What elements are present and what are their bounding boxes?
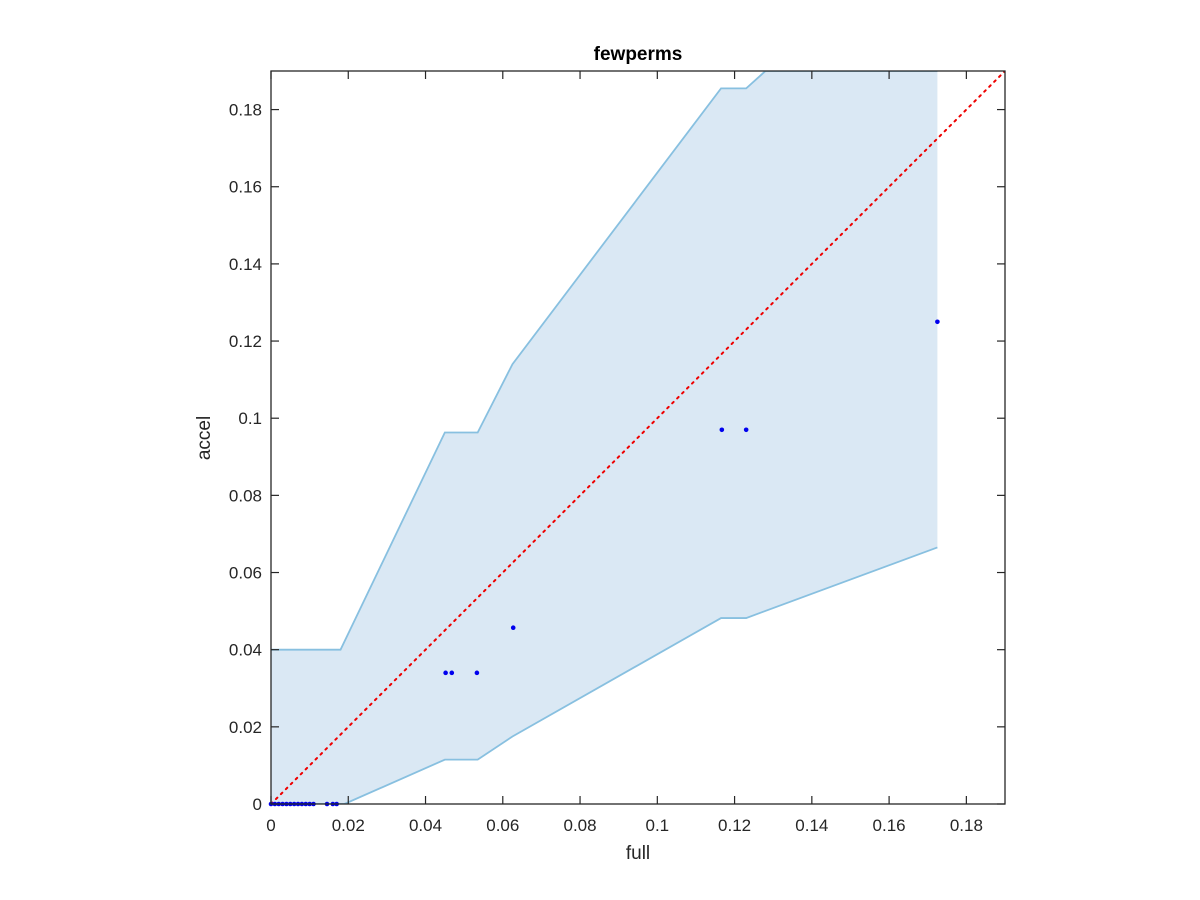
x-tick-label: 0.16	[873, 816, 906, 835]
data-point	[474, 670, 480, 676]
y-axis-label: accel	[194, 416, 215, 460]
plot-area	[268, 71, 1005, 807]
x-tick-label: 0.08	[564, 816, 597, 835]
y-tick-label: 0.16	[229, 178, 262, 197]
y-tick-label: 0.1	[238, 409, 262, 428]
x-tick-label: 0.12	[718, 816, 751, 835]
plot-clip-group	[271, 71, 1005, 804]
x-tick-label: 0	[266, 816, 275, 835]
y-tick-label: 0.04	[229, 641, 262, 660]
x-tick-label: 0.14	[795, 816, 828, 835]
axes: 0 0.02 0.04 0.06 0.08 0.1 0.12 0.14 0.16 0.18 0 0.0…	[229, 70, 1006, 835]
data-point	[443, 670, 448, 676]
y-tick-label: 0.02	[229, 718, 262, 737]
chart-title: fewperms	[594, 44, 683, 65]
x-tick-label: 0.18	[950, 816, 983, 835]
data-point	[719, 427, 725, 433]
data-point	[743, 427, 749, 433]
confidence-band-lower-edge	[271, 546, 938, 804]
x-tick-label: 0.06	[486, 816, 519, 835]
x-tick-label: 0.1	[645, 816, 669, 835]
identity-reference-line	[271, 71, 1005, 804]
data-point	[449, 670, 455, 676]
y-tick-label: 0	[253, 795, 262, 814]
confidence-band-upper-edge	[271, 71, 938, 651]
data-point	[935, 319, 940, 325]
confidence-band-fill	[271, 71, 938, 804]
y-tick-label: 0.12	[229, 332, 262, 351]
y-tick-label: 0.08	[229, 486, 262, 505]
axes-box	[270, 70, 1006, 805]
x-tick-label: 0.04	[409, 816, 442, 835]
y-tick-label: 0.14	[229, 255, 262, 274]
x-tick-label: 0.02	[332, 816, 365, 835]
y-tick-label: 0.06	[229, 564, 262, 583]
x-axis-label: full	[626, 843, 650, 864]
y-tick-label: 0.18	[229, 101, 262, 120]
data-point	[510, 625, 516, 630]
